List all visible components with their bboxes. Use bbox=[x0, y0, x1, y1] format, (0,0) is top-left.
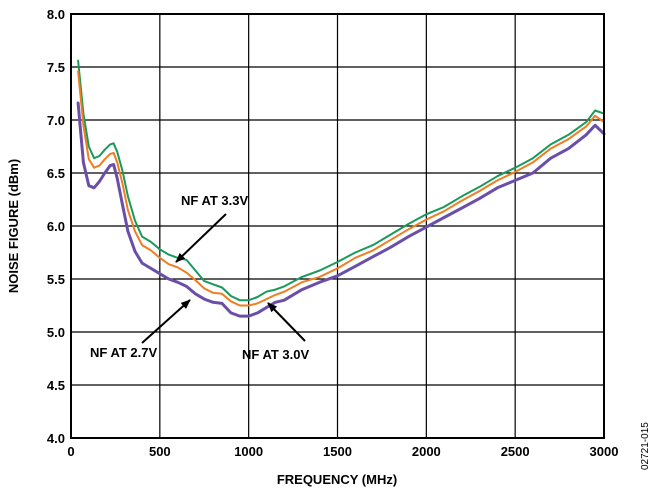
y-tick-label: 7.0 bbox=[47, 113, 65, 128]
x-tick-label: 0 bbox=[67, 444, 74, 459]
annotation-label-nf-3-3v: NF AT 3.3V bbox=[181, 193, 249, 208]
x-tick-label: 1500 bbox=[323, 444, 352, 459]
x-axis-title: FREQUENCY (MHz) bbox=[277, 472, 397, 487]
series-line-v33 bbox=[77, 59, 605, 302]
figure-id: 02721-015 bbox=[640, 422, 651, 470]
series-line-v30 bbox=[77, 70, 605, 307]
y-tick-label: 5.5 bbox=[47, 272, 65, 287]
annotation-label-nf-2-7v: NF AT 2.7V bbox=[90, 345, 158, 360]
series-layer bbox=[76, 59, 606, 318]
x-tick-label: 3000 bbox=[590, 444, 619, 459]
y-tick-label: 4.0 bbox=[47, 431, 65, 446]
y-tick-label: 6.5 bbox=[47, 166, 65, 181]
y-tick-label: 7.5 bbox=[47, 60, 65, 75]
y-tick-label: 6.0 bbox=[47, 219, 65, 234]
x-tick-label: 2000 bbox=[412, 444, 441, 459]
annotation-arrow-nf-3-0v bbox=[267, 302, 306, 342]
x-tick-label: 500 bbox=[149, 444, 171, 459]
annotation-arrow-nf-3-3v bbox=[175, 213, 227, 263]
tick-labels: 0 500 1000 1500 2000 2500 3000 4.0 4.5 5.0 5.5 6.0 6… bbox=[47, 7, 619, 459]
x-tick-label: 1000 bbox=[234, 444, 263, 459]
annotation-arrow-nf-2-7v bbox=[141, 299, 191, 344]
x-tick-label: 2500 bbox=[501, 444, 530, 459]
annotation-label-nf-3-0v: NF AT 3.0V bbox=[242, 347, 310, 362]
annotation-nf-2-7v: NF AT 2.7V bbox=[90, 299, 191, 360]
series-line-v27 bbox=[76, 101, 606, 318]
annotation-nf-3-3v: NF AT 3.3V bbox=[175, 193, 249, 263]
y-axis-title: NOISE FIGURE (dBm) bbox=[6, 159, 21, 293]
grid-lines bbox=[71, 14, 604, 438]
plot-frame bbox=[70, 13, 605, 439]
y-tick-label: 8.0 bbox=[47, 7, 65, 22]
annotation-nf-3-0v: NF AT 3.0V bbox=[242, 302, 310, 362]
y-tick-label: 4.5 bbox=[47, 378, 65, 393]
y-tick-label: 5.0 bbox=[47, 325, 65, 340]
